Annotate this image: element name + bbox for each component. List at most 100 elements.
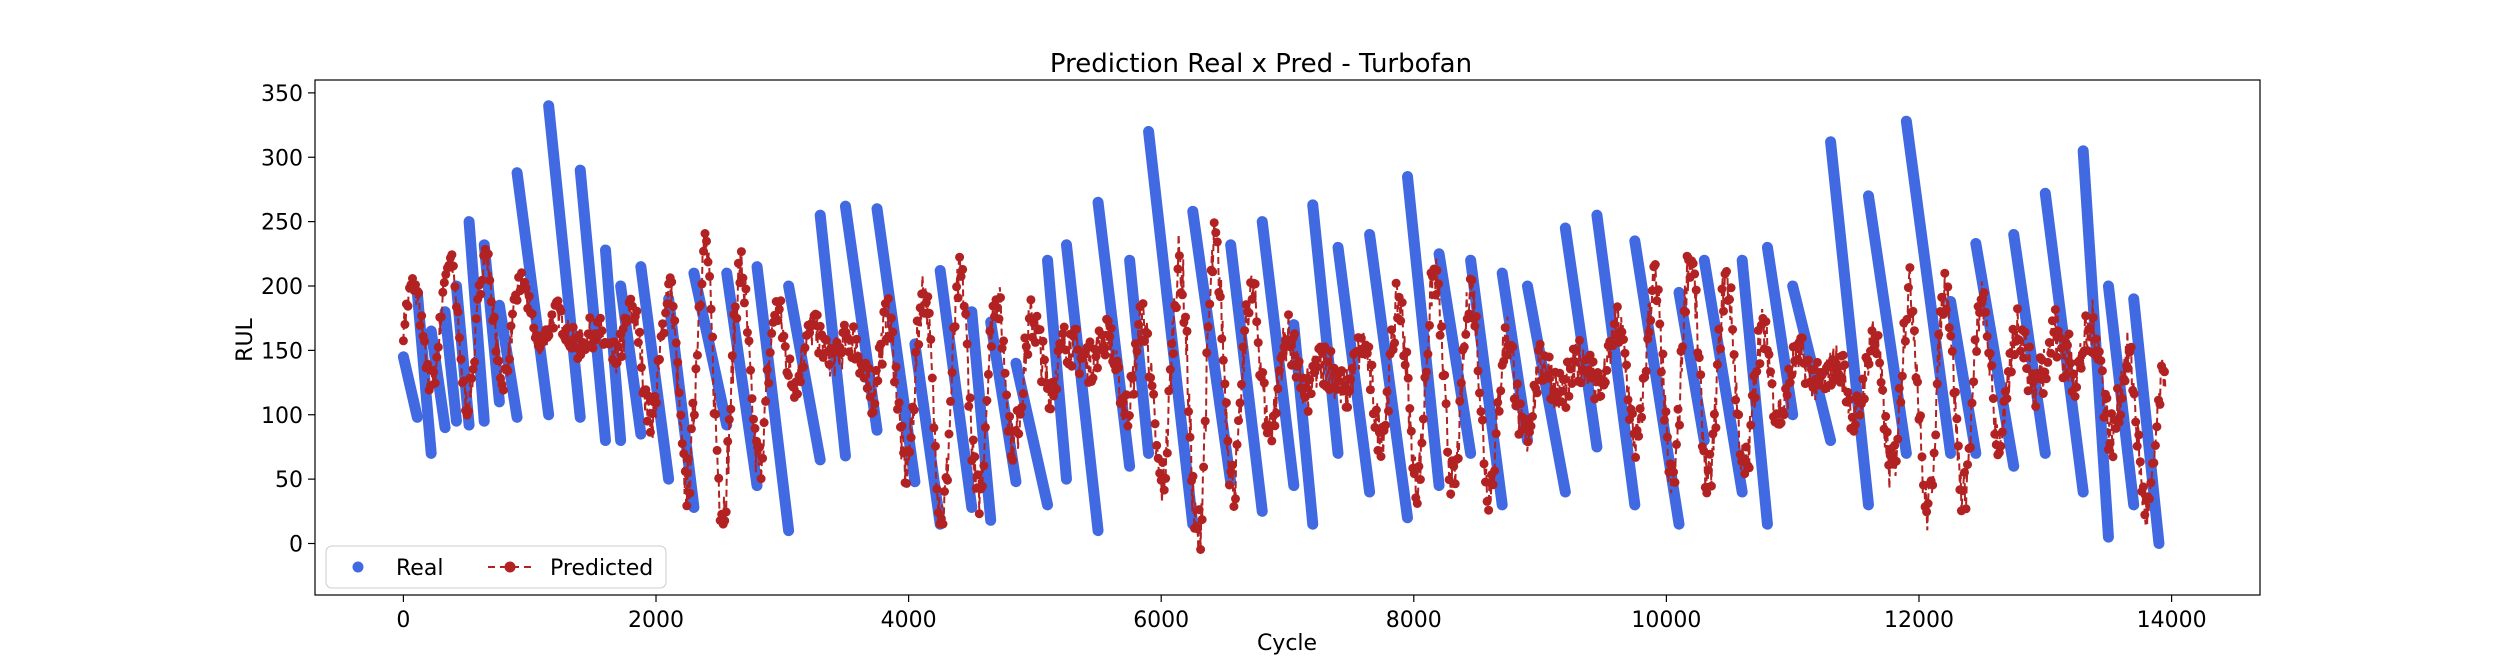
predicted-point bbox=[2020, 327, 2030, 337]
predicted-point bbox=[836, 348, 846, 358]
predicted-point bbox=[1941, 305, 1951, 315]
predicted-point bbox=[1381, 420, 1390, 430]
predicted-point bbox=[1729, 350, 1739, 360]
predicted-point bbox=[983, 369, 993, 379]
predicted-point bbox=[970, 452, 980, 462]
predicted-point bbox=[2117, 393, 2127, 403]
predicted-point bbox=[1652, 296, 1662, 306]
predicted-point bbox=[676, 410, 686, 420]
predicted-point bbox=[1443, 447, 1453, 457]
predicted-point bbox=[1672, 439, 1681, 449]
predicted-point bbox=[1628, 409, 1637, 419]
predicted-point bbox=[1952, 414, 1962, 424]
predicted-point bbox=[1453, 454, 1463, 463]
predicted-point bbox=[1585, 350, 1595, 360]
predicted-point bbox=[1946, 331, 1956, 341]
predicted-point bbox=[2131, 417, 2141, 427]
predicted-point bbox=[862, 383, 872, 393]
predicted-point bbox=[1164, 386, 1174, 396]
predicted-point bbox=[824, 360, 834, 369]
predicted-point bbox=[1996, 441, 2006, 451]
predicted-point bbox=[1617, 327, 1627, 337]
predicted-point bbox=[2146, 478, 2156, 488]
predicted-point bbox=[1750, 393, 1760, 403]
predicted-point bbox=[1059, 322, 1069, 332]
predicted-point bbox=[1755, 359, 1765, 369]
y-tick-label: 0 bbox=[289, 533, 303, 558]
predicted-point bbox=[423, 359, 433, 369]
predicted-point bbox=[1508, 342, 1518, 352]
predicted-point bbox=[2160, 367, 2169, 377]
y-tick-label: 250 bbox=[261, 211, 303, 236]
predicted-point bbox=[1434, 279, 1444, 289]
predicted-point bbox=[1415, 475, 1425, 484]
predicted-point bbox=[633, 338, 643, 347]
predicted-point bbox=[1855, 410, 1865, 420]
predicted-point bbox=[805, 328, 815, 338]
predicted-point bbox=[1418, 414, 1428, 424]
predicted-point bbox=[450, 282, 460, 292]
predicted-point bbox=[1714, 324, 1724, 334]
predicted-point bbox=[1960, 467, 1969, 477]
predicted-point bbox=[1437, 322, 1447, 332]
predicted-point bbox=[1494, 406, 1504, 416]
predicted-point bbox=[1227, 460, 1237, 470]
predicted-point bbox=[1622, 360, 1631, 370]
predicted-point bbox=[1646, 315, 1656, 325]
predicted-point bbox=[973, 470, 983, 480]
predicted-point bbox=[1923, 499, 1933, 508]
predicted-point bbox=[2064, 329, 2074, 339]
predicted-point bbox=[1900, 336, 1910, 346]
predicted-point bbox=[1029, 318, 1039, 328]
predicted-point bbox=[897, 421, 907, 431]
predicted-point bbox=[1405, 404, 1415, 413]
predicted-point bbox=[1944, 323, 1954, 333]
predicted-point bbox=[1694, 353, 1704, 363]
predicted-point bbox=[1197, 515, 1207, 525]
predicted-point bbox=[749, 414, 758, 424]
predicted-point bbox=[2134, 430, 2144, 440]
predicted-point bbox=[597, 326, 607, 336]
predicted-point bbox=[926, 334, 936, 344]
predicted-point bbox=[730, 302, 740, 312]
predicted-point bbox=[1421, 367, 1431, 377]
predicted-point bbox=[1470, 321, 1480, 331]
predicted-point bbox=[1058, 329, 1068, 339]
predicted-point bbox=[930, 441, 940, 451]
predicted-point bbox=[1118, 397, 1128, 407]
predicted-point bbox=[853, 351, 863, 361]
predicted-point bbox=[1241, 300, 1251, 310]
predicted-point bbox=[996, 293, 1005, 303]
predicted-point bbox=[891, 362, 901, 372]
predicted-point bbox=[1417, 438, 1427, 448]
predicted-point bbox=[953, 293, 963, 303]
predicted-point bbox=[1220, 379, 1230, 389]
predicted-point bbox=[1909, 326, 1919, 336]
predicted-point bbox=[503, 366, 513, 376]
predicted-point bbox=[498, 385, 508, 395]
predicted-point bbox=[2091, 334, 2101, 344]
predicted-point bbox=[1681, 307, 1691, 317]
predicted-point bbox=[876, 339, 886, 349]
predicted-point bbox=[1221, 398, 1231, 408]
predicted-point bbox=[1450, 479, 1460, 489]
predicted-point bbox=[747, 394, 757, 404]
predicted-point bbox=[1523, 437, 1533, 447]
predicted-point bbox=[1106, 323, 1116, 333]
predicted-point bbox=[979, 461, 989, 471]
predicted-point bbox=[1484, 505, 1494, 515]
predicted-point bbox=[796, 377, 805, 387]
predicted-point bbox=[912, 316, 922, 326]
predicted-point bbox=[1343, 402, 1353, 412]
real-point-run bbox=[1060, 239, 1104, 537]
predicted-point bbox=[1897, 371, 1907, 381]
predicted-point bbox=[1203, 322, 1213, 332]
predicted-point bbox=[1149, 389, 1159, 399]
predicted-point bbox=[733, 258, 743, 268]
predicted-point bbox=[727, 351, 737, 361]
predicted-point bbox=[883, 294, 893, 304]
predicted-point bbox=[670, 316, 680, 326]
predicted-point bbox=[1812, 357, 1822, 367]
predicted-point bbox=[1200, 416, 1210, 426]
predicted-point bbox=[1290, 329, 1300, 339]
